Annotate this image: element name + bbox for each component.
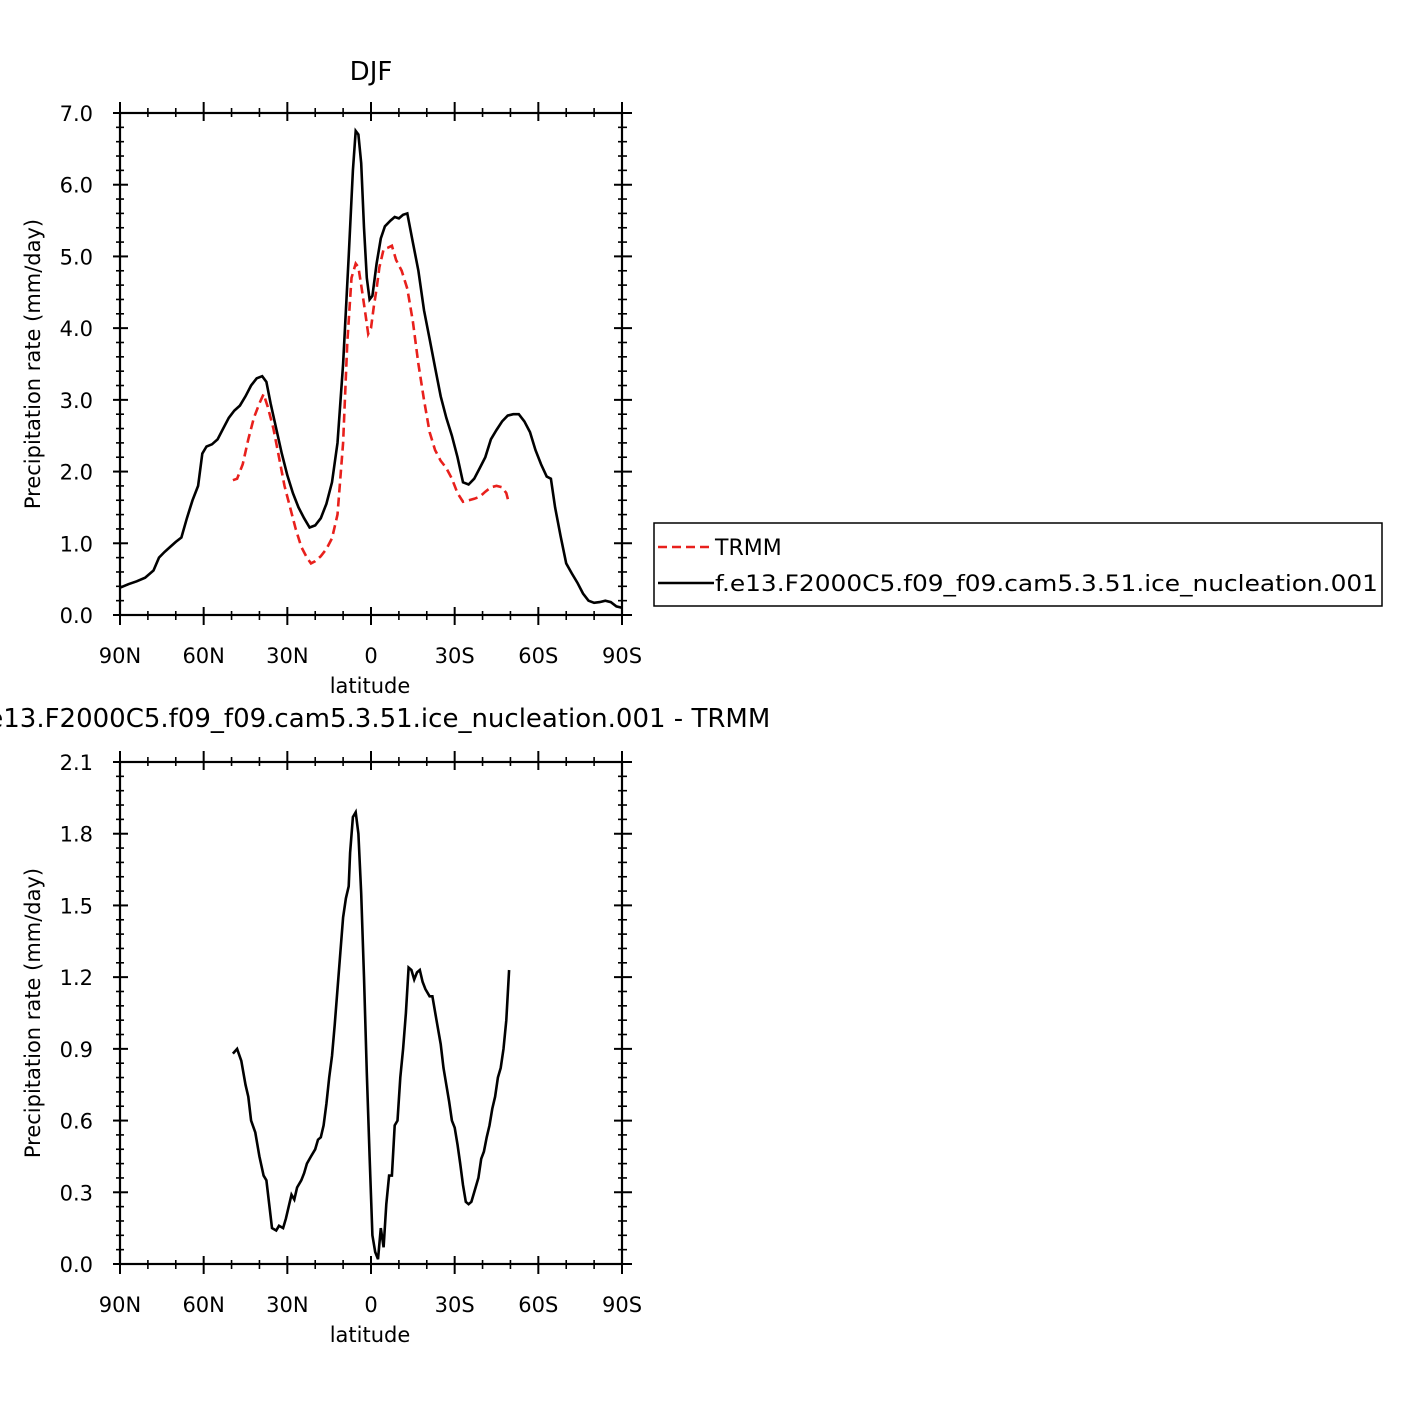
y-tick-label: 0.9: [60, 1038, 93, 1062]
x-axis-label: latitude: [330, 1323, 411, 1347]
y-axis-label: Precipitation rate (mm/day): [21, 219, 45, 509]
legend: TRMM f.e13.F2000C5.f09_f09.cam5.3.51.ice…: [653, 522, 1383, 607]
tick-marks: [113, 751, 632, 1274]
x-tick-label: 0: [364, 1293, 377, 1317]
y-tick-label: 1.8: [60, 823, 93, 847]
y-tick-label: 2.0: [60, 461, 93, 485]
y-tick-label: 0.6: [60, 1110, 93, 1134]
y-tick-label: 4.0: [60, 317, 93, 341]
chart-panel-top: DJF 0.0 1.0 2.0 3.0 4.0 5.0 6.0 7.0 90N 60N 30N 0 3…: [21, 57, 642, 698]
tick-marks: [113, 102, 632, 625]
y-tick-label: 6.0: [60, 174, 93, 198]
y-tick-labels: 0.0 1.0 2.0 3.0 4.0 5.0 6.0 7.0: [60, 102, 93, 628]
y-tick-label: 0.0: [60, 1253, 93, 1277]
series-group: [231, 808, 511, 1260]
chart-title: f.e13.F2000C5.f09_f09.cam5.3.51.ice_nucl…: [0, 704, 770, 734]
x-tick-label: 30S: [435, 644, 475, 668]
x-tick-label: 30N: [266, 644, 308, 668]
y-tick-label: 0.0: [60, 604, 93, 628]
x-tick-label: 60N: [182, 644, 224, 668]
y-tick-label: 5.0: [60, 245, 93, 269]
plot-frame: [118, 760, 624, 1266]
x-tick-label: 90S: [602, 1293, 642, 1317]
chart-title: DJF: [350, 57, 393, 87]
x-tick-label: 90N: [99, 644, 141, 668]
y-tick-label: 7.0: [60, 102, 93, 126]
x-tick-labels: 90N 60N 30N 0 30S 60S 90S: [99, 644, 642, 668]
y-tick-labels: 0.0 0.3 0.6 0.9 1.2 1.5 1.8 2.1: [60, 751, 93, 1277]
x-tick-label: 30N: [266, 1293, 308, 1317]
x-tick-labels: 90N 60N 30N 0 30S 60S 90S: [99, 1293, 642, 1317]
series-group: [119, 127, 623, 610]
plot-frame: [118, 111, 624, 617]
x-tick-label: 60S: [518, 644, 558, 668]
legend-box: [653, 522, 1383, 607]
x-axis-label: latitude: [330, 674, 411, 698]
legend-label-trmm: TRMM: [714, 536, 782, 561]
y-tick-label: 0.3: [60, 1181, 93, 1205]
y-tick-label: 1.2: [60, 966, 93, 990]
x-tick-label: 30S: [435, 1293, 475, 1317]
chart-panel-bottom: f.e13.F2000C5.f09_f09.cam5.3.51.ice_nucl…: [0, 704, 770, 1347]
x-tick-label: 90N: [99, 1293, 141, 1317]
y-tick-label: 3.0: [60, 389, 93, 413]
y-tick-label: 1.0: [60, 532, 93, 556]
series-line-difference: [231, 808, 511, 1260]
y-tick-label: 2.1: [60, 751, 93, 775]
series-line-trmm: [232, 243, 511, 566]
x-tick-label: 0: [364, 644, 377, 668]
y-tick-label: 1.5: [60, 894, 93, 918]
y-axis-label: Precipitation rate (mm/day): [21, 868, 45, 1158]
x-tick-label: 60S: [518, 1293, 558, 1317]
legend-label-model: f.e13.F2000C5.f09_f09.cam5.3.51.ice_nucl…: [715, 572, 1378, 597]
x-tick-label: 60N: [182, 1293, 224, 1317]
series-line-model: [119, 127, 623, 610]
x-tick-label: 90S: [602, 644, 642, 668]
